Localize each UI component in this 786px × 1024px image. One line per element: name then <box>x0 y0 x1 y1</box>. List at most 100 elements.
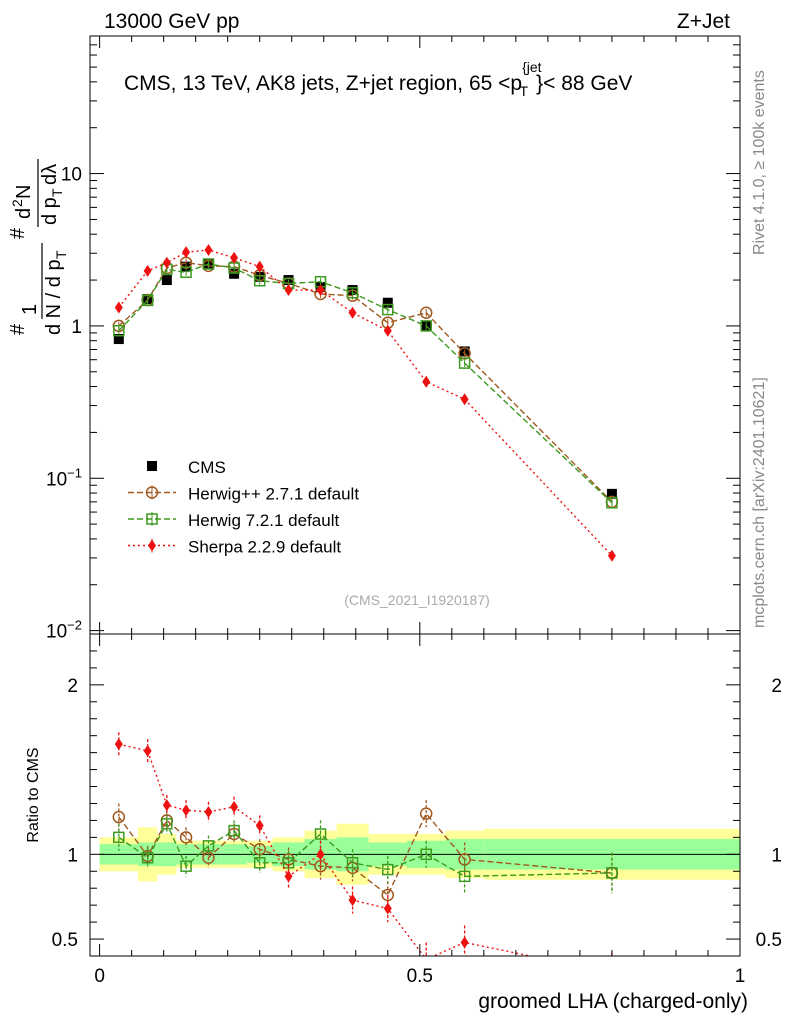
svg-text:N: N <box>13 185 35 199</box>
main-title: CMS, 13 TeV, AK8 jets, Z+jet region, 65 … <box>124 59 632 99</box>
main-panel: 10−2 10−1 1 10 CMS, 13 TeV, AK8 jets, Z+jet… <box>7 35 741 643</box>
svg-text:#: # <box>7 323 29 335</box>
data-point <box>204 244 213 257</box>
ratio-point <box>420 848 432 861</box>
ratio-point <box>382 863 394 876</box>
legend: CMS Herwig++ 2.7.1 default Herwig 7.2.1 de… <box>128 458 359 557</box>
ratio-point <box>114 738 123 751</box>
svg-text:#: # <box>7 227 29 239</box>
ratio-point <box>458 870 471 883</box>
data-point <box>182 246 191 259</box>
ratio-point <box>112 810 126 824</box>
ratio-point <box>180 860 192 872</box>
svg-text:d: d <box>13 208 35 219</box>
x-tick-label: 1 <box>735 966 746 987</box>
x-tick-label: 0 <box>94 966 105 987</box>
ratio-point <box>202 840 215 852</box>
svg-text:2: 2 <box>9 199 25 207</box>
legend-label: CMS <box>188 458 226 477</box>
data-point <box>382 303 394 316</box>
ratio-y-tick-label-right: 1 <box>771 845 782 866</box>
data-point <box>202 258 215 270</box>
data-point <box>114 301 123 314</box>
series-line-2 <box>118 263 613 504</box>
legend-label: Sherpa 2.2.9 default <box>188 538 341 557</box>
ratio-point <box>284 870 293 883</box>
data-point <box>255 260 264 273</box>
ratio-line-0 <box>118 812 612 897</box>
svg-text:d p: d p <box>39 197 61 225</box>
ratio-point <box>161 818 173 830</box>
data-point <box>348 306 357 319</box>
ratio-series-layer <box>112 732 619 956</box>
ratio-frame <box>89 633 741 957</box>
ratio-uncertainty-bands <box>99 823 740 885</box>
ratio-point <box>179 831 193 844</box>
data-point <box>346 287 359 299</box>
data-point <box>180 266 192 279</box>
legend-label: Herwig 7.2.1 default <box>188 511 339 530</box>
rivet-label: Rivet 4.1.0, ≥ 100k events <box>751 70 768 255</box>
ratio-y-label: Ratio to CMS <box>25 747 42 842</box>
ratio-point <box>230 800 239 813</box>
data-point <box>607 549 616 562</box>
ratio-point <box>113 831 125 844</box>
energy-label: 13000 GeV pp <box>104 10 239 33</box>
ratio-point <box>346 857 359 869</box>
legend-marker <box>148 539 156 552</box>
ratio-point <box>460 936 469 949</box>
main-axes: 10−2 10−1 1 10 <box>46 35 741 643</box>
x-axis-label: groomed LHA (charged-only) <box>478 990 748 1013</box>
data-point <box>143 264 152 277</box>
svg-text:d N / d p: d N / d p <box>43 259 65 335</box>
ratio-y-tick-label: 1 <box>67 845 78 866</box>
ratio-point <box>282 857 295 869</box>
data-point <box>253 274 266 287</box>
data-point <box>141 294 154 307</box>
legend-marker <box>146 513 158 525</box>
ratio-point <box>314 828 327 840</box>
data-point <box>606 488 617 499</box>
series-line-1 <box>118 261 613 503</box>
ratio-point <box>162 799 171 812</box>
ratio-panel: 0 0.5 1 0.5 0.5 1 1 2 2 Ratio to CMS groomed LHA… <box>25 633 782 1013</box>
data-point <box>422 375 431 388</box>
ratio-point <box>255 819 264 832</box>
data-point <box>113 334 124 345</box>
ratio-point <box>419 807 433 820</box>
y-tick-label: 1 <box>71 317 82 338</box>
analysis-watermark: (CMS_2021_I1920187) <box>344 592 490 608</box>
ratio-point <box>316 848 325 861</box>
svg-text:T: T <box>53 250 69 259</box>
ratio-point <box>228 824 240 837</box>
x-tick-label: 0.5 <box>407 966 433 987</box>
ratio-point <box>182 804 191 817</box>
data-point <box>419 306 433 320</box>
legend-marker <box>147 461 157 471</box>
ratio-clipped-layer <box>112 732 619 956</box>
legend-marker <box>145 486 159 499</box>
ratio-point <box>383 902 392 915</box>
mcplots-label: mcplots.cern.ch [arXiv:2401.10621] <box>751 377 768 628</box>
ratio-point <box>204 805 213 818</box>
data-point <box>161 275 172 286</box>
ratio-point <box>141 851 154 864</box>
data-point <box>383 324 392 337</box>
process-label: Z+Jet <box>677 10 730 33</box>
y-tick-label: 10 <box>61 165 82 186</box>
ratio-point <box>253 857 266 869</box>
data-point <box>460 393 469 406</box>
data-point <box>606 497 618 509</box>
data-point <box>458 357 471 369</box>
data-point <box>162 256 171 269</box>
svg-text:dλ: dλ <box>39 164 61 185</box>
data-point <box>316 284 325 297</box>
data-point <box>229 268 240 279</box>
data-point <box>420 320 432 332</box>
ratio-point <box>314 859 327 873</box>
ratio-y-tick-label-right: 2 <box>771 676 782 697</box>
ratio-point <box>348 894 357 907</box>
main-series-layer <box>112 244 619 562</box>
ratio-point <box>606 867 618 879</box>
